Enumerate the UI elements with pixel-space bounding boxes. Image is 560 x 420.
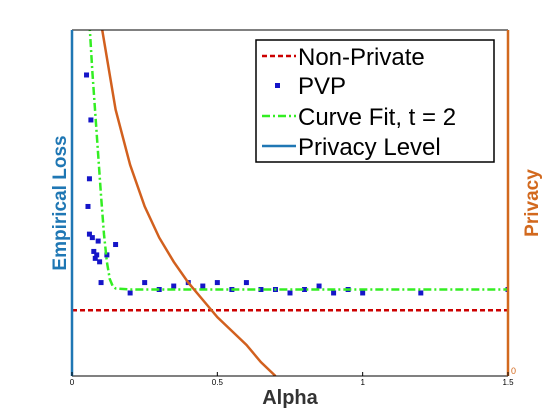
data-point-pvp (200, 283, 206, 289)
data-point-pvp (171, 283, 177, 289)
x-axis-label: Alpha (262, 387, 318, 409)
data-point-pvp (243, 280, 249, 286)
data-point-pvp (142, 280, 148, 286)
chart-marks (72, 30, 508, 376)
x-tick-label: 1 (360, 378, 365, 387)
x-tick-label: 0 (70, 378, 75, 387)
data-point-pvp (331, 290, 337, 296)
data-point-pvp (214, 280, 220, 286)
x-tick-label: 1.5 (502, 378, 514, 387)
data-point-pvp (113, 242, 119, 248)
data-point-pvp (98, 280, 104, 286)
data-point-pvp (94, 252, 100, 258)
x-tick-label: 0.5 (212, 378, 224, 387)
data-point-pvp (97, 259, 103, 265)
right-axis-tick-label: 0 (511, 366, 516, 376)
legend-label-curve-fit: Curve Fit, t = 2 (298, 104, 456, 131)
data-point-pvp (104, 252, 110, 258)
x-ticks: 0 0.5 1 1.5 (70, 372, 514, 387)
data-point-pvp (418, 290, 424, 296)
data-point-pvp (360, 290, 366, 296)
series-line-curve-fit-t-2 (88, 30, 508, 291)
data-point-pvp (302, 287, 308, 292)
right-y-axis-label: Privacy (522, 169, 543, 237)
data-point-pvp (89, 235, 95, 241)
legend-label-pvp: PVP (298, 73, 346, 100)
data-point-pvp (258, 287, 264, 292)
legend-label-privacy-level: Privacy Level (298, 134, 441, 161)
data-point-pvp (86, 176, 92, 182)
data-point-pvp (86, 231, 92, 237)
data-point-pvp (287, 290, 293, 296)
data-point-pvp (91, 248, 97, 254)
data-point-pvp (92, 255, 98, 261)
legend-swatch-pvp (275, 83, 280, 88)
left-y-axis-label: Empirical Loss (50, 135, 71, 270)
data-point-pvp (84, 72, 90, 78)
data-point-pvp (316, 283, 322, 289)
legend: Non-Private PVP Curve Fit, t = 2 Privacy… (255, 39, 495, 163)
data-point-pvp (85, 203, 91, 209)
legend-box (255, 39, 495, 163)
series-line-privacy-level (100, 30, 277, 376)
data-point-pvp (127, 290, 133, 296)
data-point-pvp (88, 117, 94, 123)
data-point-pvp (95, 238, 101, 244)
legend-label-non-private: Non-Private (298, 44, 425, 71)
